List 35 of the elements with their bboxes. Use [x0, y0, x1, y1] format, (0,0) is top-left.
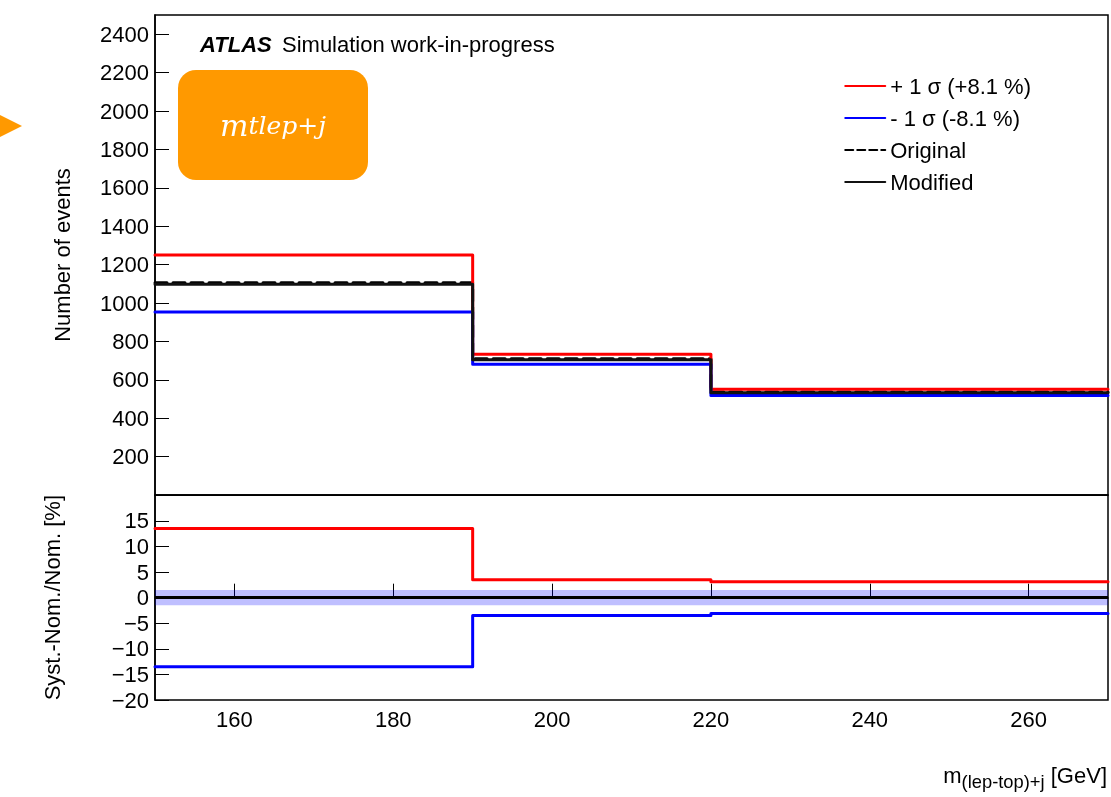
legend-label: Modified — [890, 169, 974, 195]
x-axis-title: m$_{(lep-top)+j}$ [GeV] — [943, 762, 1107, 793]
y-tick-label: 1800 — [100, 136, 149, 162]
legend-label: - 1 σ (-8.1 %) — [890, 105, 1020, 131]
annotation: Simulation work-in-progress — [282, 32, 555, 58]
y-tick-label: −15 — [111, 661, 149, 687]
y-tick-label: −10 — [111, 636, 149, 662]
legend-label: Original — [890, 137, 967, 163]
y-tick-label: 1600 — [100, 175, 149, 201]
y-tick-label: −20 — [111, 687, 149, 713]
y-tick-label: 1400 — [100, 213, 149, 239]
y-tick-label: 2000 — [100, 98, 149, 124]
x-tick-label: 240 — [851, 706, 889, 732]
x-tick-label: 160 — [216, 706, 253, 732]
x-tick-label: 220 — [692, 706, 730, 732]
y-axis-title: Number of events — [49, 168, 75, 342]
y-tick-label: 5 — [136, 559, 149, 585]
legend-label: + 1 σ (+8.1 %) — [890, 73, 1032, 99]
y-axis-title: Syst.-Nom./Nom. [%] — [39, 495, 65, 701]
y-tick-label: 400 — [112, 405, 149, 431]
y-tick-label: 200 — [112, 444, 149, 470]
y-tick-label: −5 — [123, 610, 149, 636]
x-tick-label: 180 — [374, 706, 412, 732]
y-tick-label: 1200 — [100, 252, 149, 278]
x-tick-label: 260 — [1010, 706, 1047, 732]
x-tick-label: 200 — [533, 706, 571, 732]
y-tick-label: 0 — [136, 585, 149, 611]
y-tick-label: 800 — [112, 328, 149, 354]
y-tick-label: 10 — [124, 534, 149, 560]
y-tick-label: 2200 — [100, 60, 149, 86]
y-tick-label: 1000 — [100, 290, 149, 316]
y-tick-label: 600 — [112, 367, 149, 393]
y-tick-label: 15 — [124, 508, 149, 534]
annotation: ATLAS — [200, 32, 272, 58]
y-tick-label: 2400 — [100, 21, 149, 47]
